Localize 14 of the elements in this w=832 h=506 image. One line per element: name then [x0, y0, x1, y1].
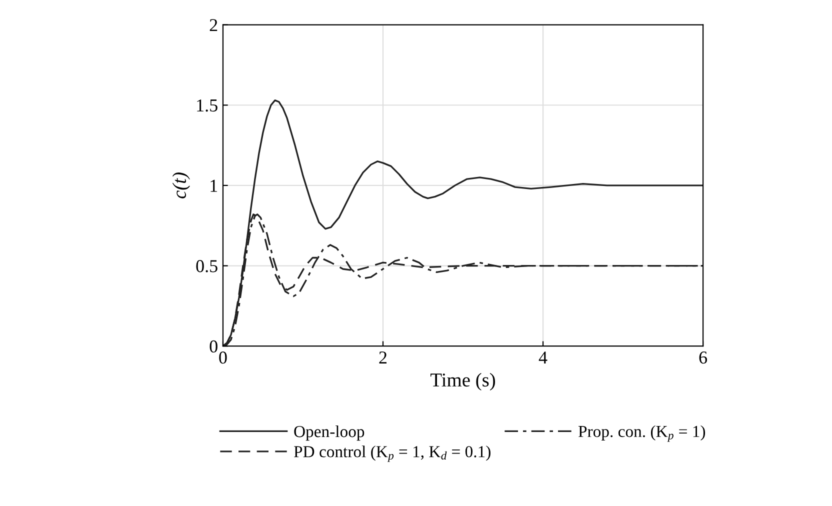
x-tick-label: 2: [379, 352, 387, 364]
y-tick-label: 0.5: [196, 260, 218, 272]
y-tick-label: 1: [210, 180, 218, 192]
legend-label: Prop. con. (K$_{p}$ = 1): [578, 425, 706, 442]
x-tick-label: 4: [538, 352, 548, 364]
x-tick-label: 6: [699, 352, 708, 364]
y-tick-label: 1.5: [197, 99, 218, 112]
y-axis-title: c(t): [172, 172, 190, 198]
legend-label: Open-loop: [294, 425, 364, 441]
y-tick-label: 0: [210, 340, 218, 353]
y-tick-label: 2: [210, 19, 218, 32]
x-tick-label: 0: [219, 351, 227, 364]
legend-label: PD control (K$_{p}$ = 1, K$_{d}$ = 0.1): [294, 446, 490, 462]
x-axis-title: Time (s): [430, 372, 496, 391]
